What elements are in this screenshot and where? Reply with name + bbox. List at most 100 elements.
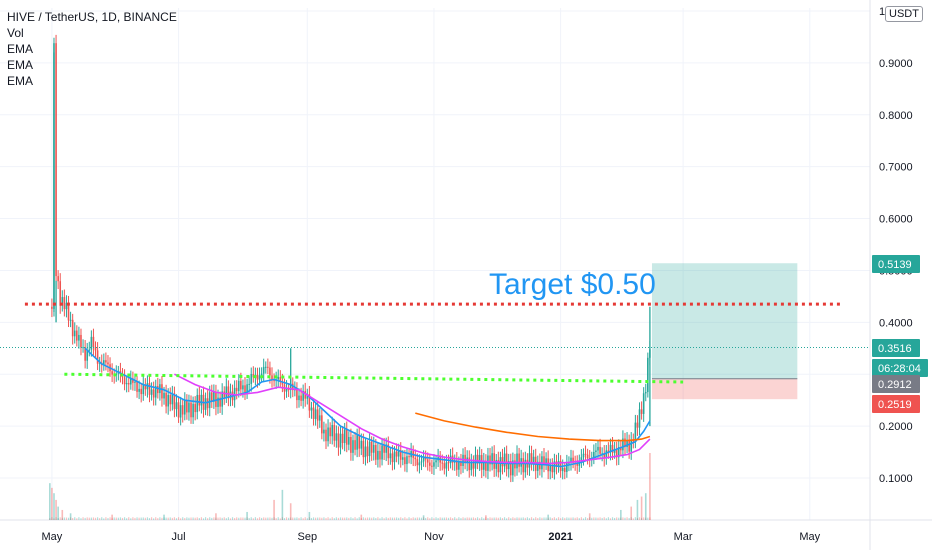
candle-body <box>223 391 226 398</box>
volume-bar <box>109 517 111 520</box>
indicator-volume[interactable]: Vol <box>7 26 24 40</box>
volume-bar <box>512 517 514 520</box>
candle-body <box>192 403 194 418</box>
candle-body <box>296 389 298 401</box>
volume-bar <box>213 517 215 520</box>
volume-bar <box>285 517 288 520</box>
candle-body <box>613 449 616 453</box>
volume-bar <box>279 518 281 520</box>
indicator-ema-2[interactable]: EMA <box>7 58 34 72</box>
candle-body <box>449 455 452 464</box>
symbol-title[interactable]: HIVE / TetherUS, 1D, BINANCE <box>7 10 177 24</box>
support-line[interactable] <box>64 372 684 384</box>
candle-body <box>150 389 153 395</box>
candle-body <box>63 297 66 310</box>
candle-body <box>173 393 176 410</box>
volume-bar <box>69 513 72 520</box>
volume-bar <box>331 517 333 520</box>
candle-body <box>246 384 248 393</box>
candle-body <box>248 383 250 385</box>
volume-bar <box>508 517 510 520</box>
volume-bar <box>184 517 186 520</box>
volume-bar <box>449 517 452 520</box>
volume-bar <box>587 518 589 520</box>
target-annotation[interactable]: Target $0.50 <box>489 268 656 301</box>
volume-bar <box>155 517 157 520</box>
volume-bar <box>126 518 128 520</box>
volume-bar <box>204 517 207 520</box>
volume-bar <box>128 517 130 520</box>
volume-bar <box>485 515 487 520</box>
volume-bar <box>265 517 267 520</box>
y-tick-label: 0.7000 <box>879 162 913 174</box>
candle-body <box>179 405 182 418</box>
volume-bar <box>632 518 634 520</box>
volume-bar <box>163 514 165 520</box>
candle-body <box>219 397 221 407</box>
volume-bar <box>410 518 412 520</box>
candle-body <box>433 462 435 467</box>
volume-bar <box>533 518 535 520</box>
volume-bar <box>422 515 425 520</box>
volume-bar <box>231 517 234 520</box>
volume-bar <box>640 496 643 520</box>
candle-body <box>298 395 300 401</box>
volume-bar <box>96 517 99 520</box>
volume-bar <box>234 518 236 520</box>
volume-bar <box>159 517 161 520</box>
volume-bar <box>377 517 379 520</box>
volume-bar <box>325 518 327 520</box>
volume-bar <box>588 513 591 520</box>
candle-body <box>306 394 309 399</box>
volume-bar <box>356 518 358 520</box>
candle-body <box>84 347 86 361</box>
candle-body <box>532 456 535 465</box>
volume-bar <box>80 518 82 520</box>
volume-bar <box>117 517 119 520</box>
volume-bar <box>433 518 435 520</box>
indicator-ema-3[interactable]: EMA <box>7 74 34 88</box>
volume-bar <box>576 517 578 520</box>
volume-bar <box>462 517 464 520</box>
stop-zone[interactable] <box>651 378 798 400</box>
volume-bar <box>177 517 180 520</box>
candle-body <box>200 394 203 406</box>
candle-body <box>167 395 169 407</box>
volume-bar <box>383 518 385 520</box>
volume-bar <box>518 517 520 520</box>
indicator-ema-1[interactable]: EMA <box>7 42 34 56</box>
volume-bar <box>636 518 639 520</box>
volume-bar <box>136 517 138 520</box>
volume-bar <box>539 517 541 520</box>
volume-bar <box>182 517 184 520</box>
candle-body <box>82 347 84 349</box>
candle-body <box>568 462 570 464</box>
volume-bar <box>620 517 622 520</box>
candle-body <box>491 453 493 465</box>
candle-body <box>267 366 269 368</box>
volume-bar <box>601 517 603 520</box>
candle-body <box>318 415 321 421</box>
volume-bar <box>408 517 410 520</box>
y-tick-label: 0.2000 <box>879 421 913 433</box>
volume-bar <box>188 517 190 520</box>
currency-selector[interactable]: USDT <box>885 6 923 22</box>
candle-body <box>177 402 180 418</box>
candle-body <box>512 460 514 476</box>
volume-bar <box>319 517 321 520</box>
volume-bar <box>412 517 414 520</box>
volume-bar <box>229 518 232 520</box>
volume-bar <box>171 517 173 520</box>
volume-bar <box>591 517 593 520</box>
candle-body <box>312 407 315 419</box>
volume-bar <box>468 517 470 520</box>
candle-body <box>281 381 284 385</box>
target-zone[interactable] <box>651 263 798 379</box>
volume-bar <box>620 509 622 520</box>
candle-body <box>375 444 377 460</box>
candle-body <box>285 388 288 392</box>
candle-body <box>325 429 327 442</box>
volume-bar <box>146 517 149 520</box>
